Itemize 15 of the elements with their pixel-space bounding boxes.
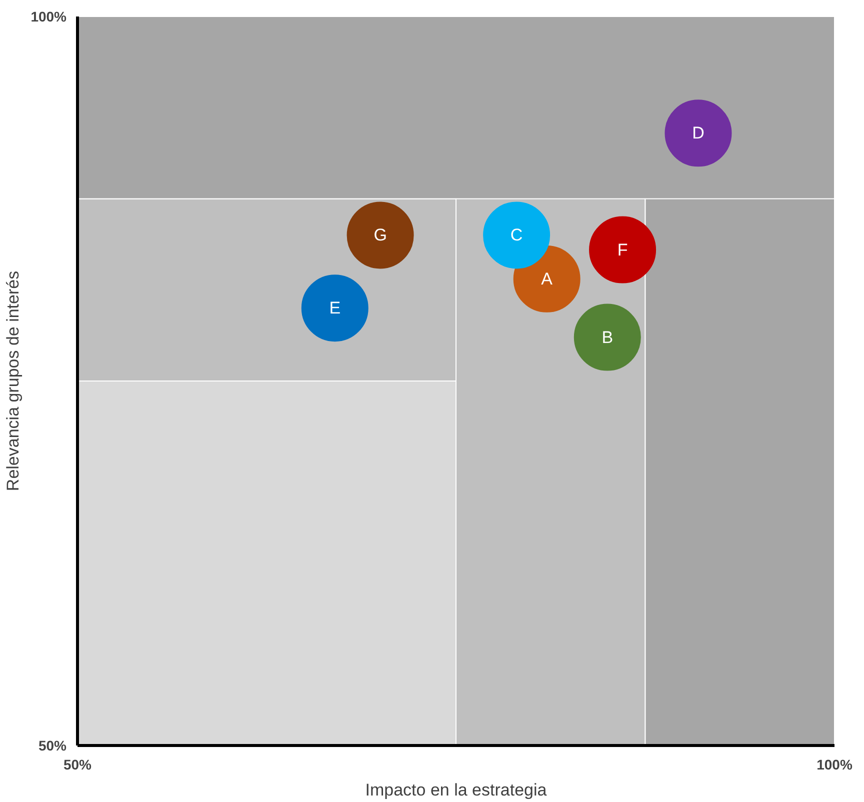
point	[664, 100, 732, 167]
point	[483, 202, 550, 269]
point	[346, 202, 414, 269]
series-label: A	[541, 269, 554, 288]
series-label: F	[617, 240, 628, 260]
x-axis-title: Impacto en la estrategia	[365, 780, 548, 800]
point	[301, 274, 368, 342]
series-label: C	[510, 226, 523, 245]
y-axis-title: Relevancia grupos de interés	[4, 270, 23, 492]
series-label: E	[329, 298, 341, 318]
series-label: D	[692, 124, 704, 143]
series-label: G	[374, 226, 387, 245]
series-label: B	[602, 328, 614, 347]
point	[589, 216, 656, 284]
point	[574, 304, 641, 371]
